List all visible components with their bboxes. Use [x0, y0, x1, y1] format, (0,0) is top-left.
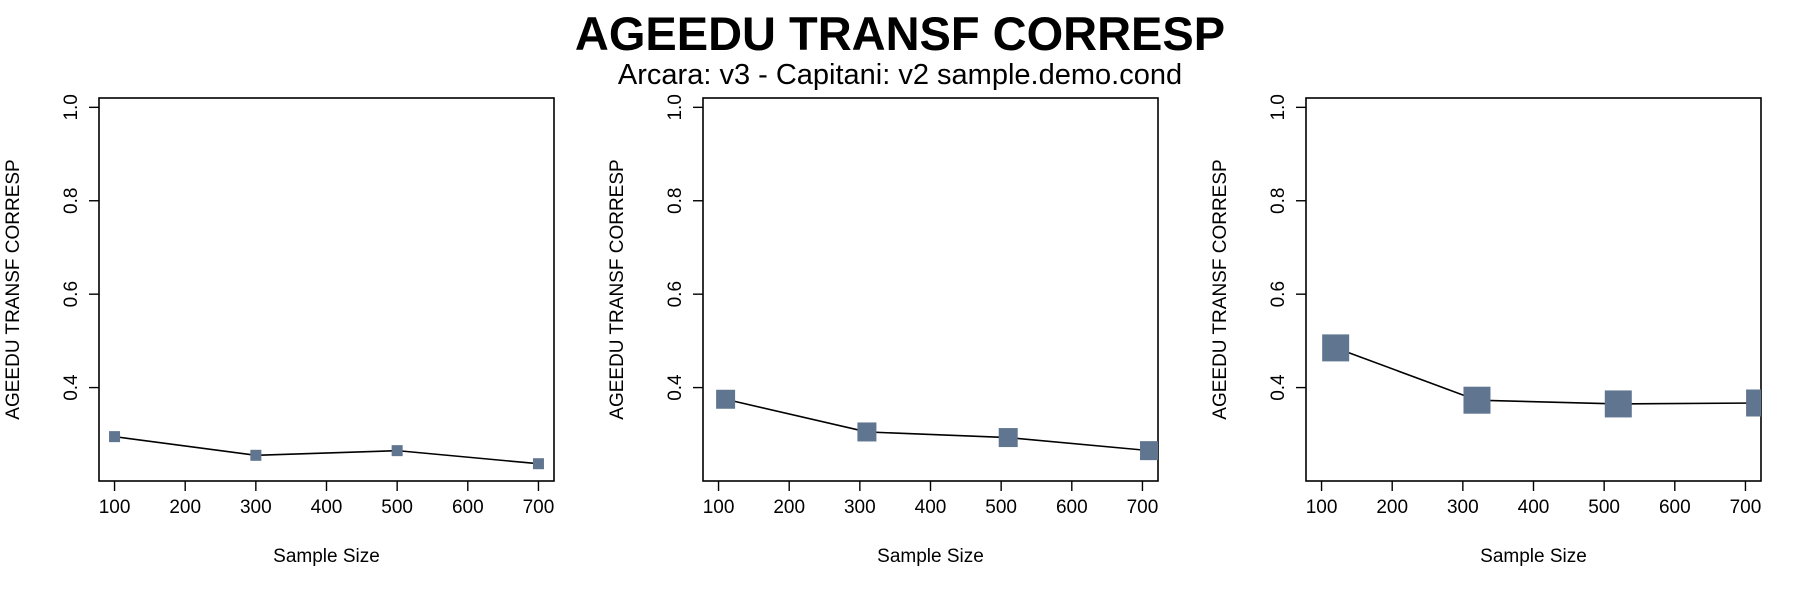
x-tick-label: 300	[1447, 497, 1479, 518]
x-axis-label: Sample Size	[1480, 546, 1587, 567]
y-tick-label: 1.0	[1268, 94, 1289, 120]
x-tick-label: 600	[1659, 497, 1691, 518]
x-tick-label: 400	[915, 497, 947, 518]
chart-panel-3: 100 200 300 400 500 600 700 0.4 0.6 0.8 1.0 Sample …	[1210, 94, 1762, 567]
x-tick-label: 100	[1306, 497, 1338, 518]
data-point	[716, 389, 736, 409]
data-point	[1140, 441, 1158, 461]
data-point	[857, 422, 877, 442]
x-tick-label: 300	[844, 497, 876, 518]
data-point	[532, 458, 544, 470]
data-point	[1322, 334, 1350, 362]
chart-panel-1: 100 200 300 400 500 600 700 0.4 0.6 0.8 1.0 Sample …	[3, 94, 555, 567]
y-axis-label: AGEEDU TRANSF CORRESP	[1210, 159, 1231, 419]
x-tick-label: 100	[703, 497, 735, 518]
data-point	[391, 445, 403, 457]
y-tick-label: 0.8	[61, 188, 82, 214]
x-tick-label: 500	[381, 497, 413, 518]
page-title: AGEEDU TRANSF CORRESP	[574, 7, 1226, 60]
series-line	[114, 435, 539, 465]
y-tick-label: 1.0	[61, 94, 82, 120]
data-point	[109, 431, 121, 443]
x-tick-label: 400	[311, 497, 343, 518]
x-tick-label: 200	[773, 497, 805, 518]
data-point	[1604, 390, 1632, 418]
x-tick-label: 200	[1376, 497, 1408, 518]
x-axis-label: Sample Size	[877, 546, 984, 567]
y-tick-label: 1.0	[665, 94, 686, 120]
x-tick-label: 700	[523, 497, 555, 518]
plot-frame	[1305, 97, 1762, 482]
series-line	[725, 398, 1150, 452]
y-tick-label: 0.6	[665, 281, 686, 307]
page-subtitle: Arcara: v3 - Capitani: v2 sample.demo.co…	[617, 59, 1183, 91]
y-tick-label: 0.4	[61, 374, 82, 401]
plot-frame	[98, 97, 555, 482]
y-tick-label: 0.8	[665, 188, 686, 214]
x-tick-label: 600	[1056, 497, 1088, 518]
x-tick-label: 300	[240, 497, 272, 518]
y-tick-label: 0.4	[665, 374, 686, 401]
data-point	[1746, 389, 1761, 417]
data-point	[998, 428, 1018, 448]
y-tick-label: 0.6	[1268, 281, 1289, 307]
data-point	[1463, 386, 1491, 414]
y-axis-label: AGEEDU TRANSF CORRESP	[3, 159, 24, 419]
x-tick-label: 500	[1588, 497, 1620, 518]
y-tick-label: 0.4	[1268, 374, 1289, 401]
x-tick-label: 100	[99, 497, 131, 518]
x-tick-label: 700	[1127, 497, 1159, 518]
plot-frame	[702, 97, 1159, 482]
plot-area	[716, 389, 1158, 461]
y-tick-label: 0.8	[1268, 188, 1289, 214]
x-tick-label: 600	[452, 497, 484, 518]
x-tick-label: 200	[169, 497, 201, 518]
series-line	[1335, 347, 1760, 405]
y-tick-label: 0.6	[61, 281, 82, 307]
y-axis-label: AGEEDU TRANSF CORRESP	[607, 159, 628, 419]
chart-panel-2: 100 200 300 400 500 600 700 0.4 0.6 0.8 1.0 Sample …	[607, 94, 1159, 567]
data-point	[250, 449, 262, 461]
x-axis-label: Sample Size	[273, 546, 380, 567]
x-tick-label: 400	[1518, 497, 1550, 518]
x-tick-label: 700	[1730, 497, 1762, 518]
plot-area	[1322, 334, 1761, 418]
plot-area	[109, 431, 544, 470]
x-tick-label: 500	[985, 497, 1017, 518]
